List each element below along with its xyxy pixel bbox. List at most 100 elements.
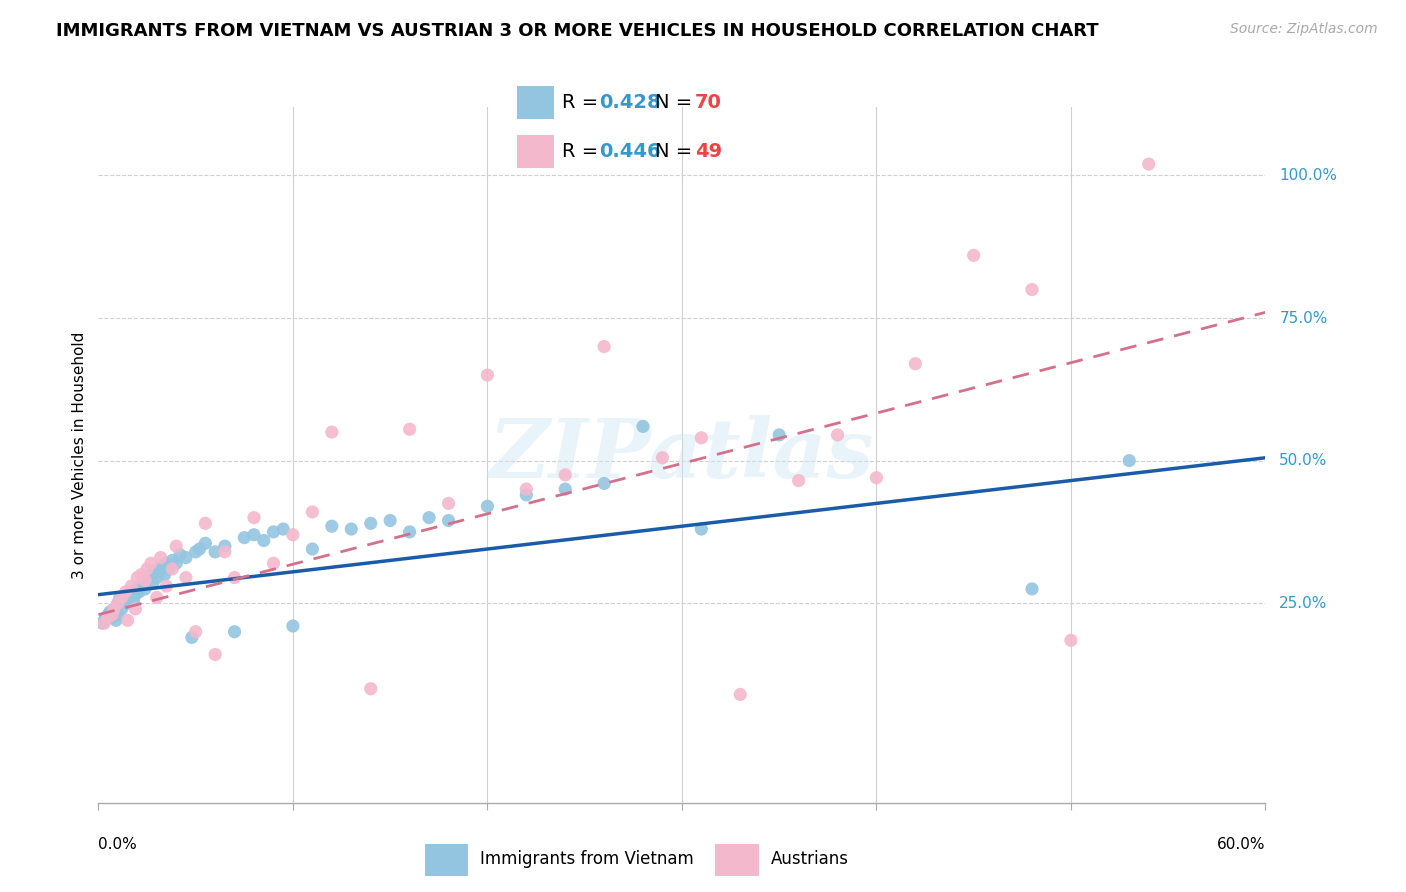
Point (107, 596, 129, 610)
Point (155, 556, 177, 570)
Point (214, 539, 236, 553)
Text: 50.0%: 50.0% (1279, 453, 1327, 468)
Point (134, 582, 156, 596)
Point (111, 602, 134, 616)
Point (224, 570, 246, 584)
Point (515, 488, 537, 502)
Point (122, 593, 145, 607)
Point (281, 619, 304, 633)
Point (214, 545, 236, 559)
Text: Source: ZipAtlas.com: Source: ZipAtlas.com (1230, 22, 1378, 37)
Point (378, 514, 402, 528)
Point (149, 565, 172, 579)
Point (690, 431, 713, 445)
Point (418, 510, 440, 524)
Point (398, 524, 420, 539)
Text: R =: R = (562, 142, 605, 161)
Text: R =: R = (562, 93, 605, 112)
Point (253, 533, 276, 548)
Point (180, 631, 202, 645)
Point (321, 519, 343, 533)
Point (107, 596, 129, 610)
Point (149, 550, 172, 565)
Text: 70: 70 (695, 93, 721, 112)
Point (554, 482, 576, 496)
Point (1118, 453, 1140, 467)
Point (103, 602, 125, 616)
Point (146, 591, 169, 605)
Text: 0.428: 0.428 (599, 93, 661, 112)
Point (127, 570, 149, 584)
Point (101, 607, 124, 622)
Point (124, 602, 146, 616)
Point (1021, 283, 1043, 297)
Text: 60.0%: 60.0% (1218, 837, 1265, 852)
Point (787, 474, 810, 488)
Point (477, 500, 499, 514)
Point (477, 368, 499, 382)
Point (962, 248, 984, 262)
Point (107, 607, 129, 622)
Point (515, 482, 537, 496)
Point (96, 610, 118, 624)
FancyBboxPatch shape (517, 87, 554, 119)
Point (398, 422, 420, 436)
Point (1060, 633, 1083, 648)
Point (97, 610, 120, 624)
Point (651, 450, 673, 465)
Point (593, 340, 616, 354)
Text: Austrians: Austrians (770, 849, 849, 868)
Text: 25.0%: 25.0% (1279, 596, 1327, 611)
Point (114, 588, 136, 602)
Point (121, 584, 143, 599)
Point (827, 428, 849, 442)
Point (360, 516, 382, 531)
FancyBboxPatch shape (425, 844, 468, 876)
Point (1137, 157, 1160, 171)
Point (127, 582, 149, 596)
Point (98, 605, 121, 619)
Point (224, 624, 246, 639)
Point (437, 496, 460, 510)
Point (108, 591, 131, 605)
Point (194, 516, 217, 531)
Point (301, 541, 323, 556)
Point (554, 467, 576, 482)
Point (146, 570, 169, 584)
Point (103, 602, 125, 616)
Point (121, 579, 143, 593)
Point (124, 588, 146, 602)
Point (174, 570, 197, 584)
Point (142, 576, 165, 591)
Text: ZIPatlas: ZIPatlas (489, 415, 875, 495)
FancyBboxPatch shape (517, 136, 554, 168)
Point (165, 556, 187, 570)
Point (904, 357, 927, 371)
Point (165, 539, 187, 553)
Point (134, 574, 156, 588)
Point (233, 531, 256, 545)
Point (1021, 582, 1043, 596)
Point (118, 591, 141, 605)
Point (865, 471, 887, 485)
Point (631, 419, 654, 434)
Point (101, 610, 124, 624)
Point (194, 536, 217, 550)
Text: IMMIGRANTS FROM VIETNAM VS AUSTRIAN 3 OR MORE VEHICLES IN HOUSEHOLD CORRELATION : IMMIGRANTS FROM VIETNAM VS AUSTRIAN 3 OR… (56, 22, 1099, 40)
Point (281, 528, 304, 542)
Point (152, 559, 174, 574)
FancyBboxPatch shape (716, 844, 759, 876)
Text: 100.0%: 100.0% (1279, 168, 1337, 183)
Point (730, 688, 752, 702)
Point (204, 545, 226, 559)
Point (153, 567, 176, 582)
Text: Immigrants from Vietnam: Immigrants from Vietnam (481, 849, 695, 868)
Text: 0.446: 0.446 (599, 142, 661, 161)
Point (243, 528, 266, 542)
Point (262, 524, 284, 539)
Point (437, 514, 460, 528)
Point (129, 567, 152, 582)
Point (129, 579, 152, 593)
Point (157, 562, 180, 576)
Point (97, 607, 120, 622)
